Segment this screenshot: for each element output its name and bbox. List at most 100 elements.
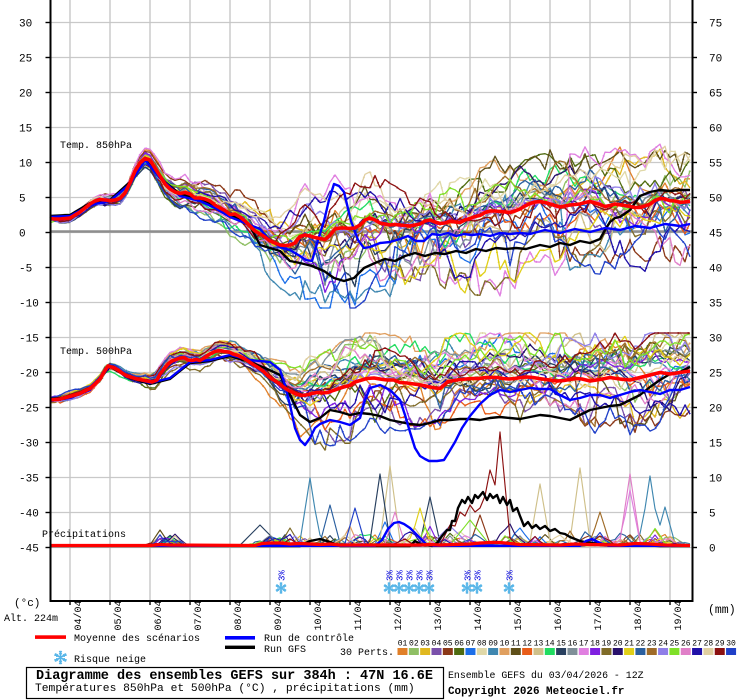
svg-text:3%: 3% bbox=[416, 570, 426, 581]
svg-text:3%: 3% bbox=[406, 570, 416, 581]
svg-text:06/04: 06/04 bbox=[153, 600, 165, 630]
svg-text:-25: -25 bbox=[19, 404, 39, 416]
svg-text:10: 10 bbox=[19, 159, 32, 171]
svg-text:02: 02 bbox=[409, 640, 419, 649]
svg-text:22: 22 bbox=[636, 640, 646, 649]
svg-text:0: 0 bbox=[19, 229, 26, 241]
svg-text:09: 09 bbox=[488, 640, 498, 649]
svg-text:10: 10 bbox=[500, 640, 510, 649]
svg-text:Précipitations: Précipitations bbox=[42, 529, 126, 541]
svg-text:3%: 3% bbox=[386, 570, 396, 581]
svg-text:0: 0 bbox=[709, 544, 716, 556]
svg-text:21: 21 bbox=[624, 640, 634, 649]
svg-text:20: 20 bbox=[19, 89, 32, 101]
svg-text:-30: -30 bbox=[19, 439, 39, 451]
svg-text:Températures 850hPa et 500hPa: Températures 850hPa et 500hPa (°C) , pré… bbox=[35, 683, 415, 695]
svg-text:20: 20 bbox=[613, 640, 623, 649]
svg-text:25: 25 bbox=[709, 369, 722, 381]
svg-text:55: 55 bbox=[709, 159, 722, 171]
svg-text:14/04: 14/04 bbox=[473, 600, 485, 630]
svg-text:-35: -35 bbox=[19, 474, 39, 486]
svg-text:09/04: 09/04 bbox=[273, 600, 285, 630]
svg-text:26: 26 bbox=[681, 640, 691, 649]
svg-text:17/04: 17/04 bbox=[593, 600, 605, 630]
svg-text:(mm): (mm) bbox=[708, 604, 736, 617]
svg-text:06: 06 bbox=[454, 640, 464, 649]
svg-text:Alt. 224m: Alt. 224m bbox=[4, 613, 58, 625]
svg-text:3%: 3% bbox=[474, 570, 484, 581]
svg-text:01: 01 bbox=[398, 640, 408, 649]
svg-text:04: 04 bbox=[432, 640, 442, 649]
svg-text:16/04: 16/04 bbox=[553, 600, 565, 630]
svg-text:3%: 3% bbox=[464, 570, 474, 581]
svg-text:3%: 3% bbox=[506, 570, 516, 581]
svg-text:Moyenne des scénarios: Moyenne des scénarios bbox=[74, 633, 200, 645]
svg-text:-5: -5 bbox=[19, 264, 32, 276]
svg-text:11: 11 bbox=[511, 640, 521, 649]
svg-text:30 Perts.: 30 Perts. bbox=[340, 648, 394, 659]
svg-text:Ensemble GEFS du 03/04/2026 -: Ensemble GEFS du 03/04/2026 - 12Z bbox=[448, 670, 644, 681]
svg-text:20: 20 bbox=[709, 404, 722, 416]
svg-text:70: 70 bbox=[709, 54, 722, 66]
svg-text:10/04: 10/04 bbox=[313, 600, 325, 630]
svg-text:5: 5 bbox=[19, 194, 26, 206]
svg-text:3%: 3% bbox=[426, 570, 436, 581]
svg-text:18/04: 18/04 bbox=[633, 600, 645, 630]
svg-text:28: 28 bbox=[704, 640, 714, 649]
svg-text:-10: -10 bbox=[19, 299, 39, 311]
svg-text:-15: -15 bbox=[19, 334, 39, 346]
svg-text:Diagramme des ensembles GEFS s: Diagramme des ensembles GEFS sur 384h : … bbox=[36, 669, 433, 684]
svg-text:23: 23 bbox=[647, 640, 657, 649]
svg-text:-45: -45 bbox=[19, 544, 39, 556]
svg-text:12: 12 bbox=[522, 640, 532, 649]
svg-text:07: 07 bbox=[466, 640, 476, 649]
svg-text:Temp. 850hPa: Temp. 850hPa bbox=[60, 140, 132, 152]
svg-text:30: 30 bbox=[726, 640, 736, 649]
svg-text:08/04: 08/04 bbox=[233, 600, 245, 630]
svg-text:40: 40 bbox=[709, 264, 722, 276]
svg-text:16: 16 bbox=[568, 640, 578, 649]
svg-text:3%: 3% bbox=[396, 570, 406, 581]
svg-text:19: 19 bbox=[602, 640, 612, 649]
svg-text:65: 65 bbox=[709, 89, 722, 101]
svg-text:24: 24 bbox=[658, 640, 668, 649]
svg-text:35: 35 bbox=[709, 299, 722, 311]
svg-text:29: 29 bbox=[715, 640, 725, 649]
svg-text:15: 15 bbox=[556, 640, 566, 649]
svg-text:30: 30 bbox=[19, 19, 32, 31]
svg-text:Copyright 2026 Meteociel.fr: Copyright 2026 Meteociel.fr bbox=[448, 686, 624, 698]
svg-text:18: 18 bbox=[590, 640, 600, 649]
svg-text:05: 05 bbox=[443, 640, 453, 649]
svg-text:04/04: 04/04 bbox=[73, 600, 85, 630]
svg-text:15: 15 bbox=[19, 124, 32, 136]
svg-text:Temp. 500hPa: Temp. 500hPa bbox=[60, 346, 132, 358]
svg-text:5: 5 bbox=[709, 509, 716, 521]
svg-text:19/04: 19/04 bbox=[673, 600, 685, 630]
svg-text:14: 14 bbox=[545, 640, 555, 649]
svg-text:50: 50 bbox=[709, 194, 722, 206]
svg-text:25: 25 bbox=[670, 640, 680, 649]
svg-text:Run de contrôle: Run de contrôle bbox=[264, 633, 354, 645]
svg-text:-20: -20 bbox=[19, 369, 39, 381]
svg-text:12/04: 12/04 bbox=[393, 600, 405, 630]
svg-text:27: 27 bbox=[692, 640, 702, 649]
svg-text:15/04: 15/04 bbox=[513, 600, 525, 630]
svg-text:03: 03 bbox=[420, 640, 430, 649]
svg-text:Risque neige: Risque neige bbox=[74, 654, 146, 666]
svg-text:13/04: 13/04 bbox=[433, 600, 445, 630]
svg-text:08: 08 bbox=[477, 640, 487, 649]
svg-text:13: 13 bbox=[534, 640, 544, 649]
svg-text:17: 17 bbox=[579, 640, 589, 649]
svg-text:(°c): (°c) bbox=[14, 598, 40, 610]
svg-text:10: 10 bbox=[709, 474, 722, 486]
svg-text:45: 45 bbox=[709, 229, 722, 241]
svg-text:3%: 3% bbox=[278, 570, 288, 581]
svg-text:60: 60 bbox=[709, 124, 722, 136]
svg-text:-40: -40 bbox=[19, 509, 39, 521]
svg-text:Run GFS: Run GFS bbox=[264, 645, 306, 656]
svg-text:30: 30 bbox=[709, 334, 722, 346]
svg-text:11/04: 11/04 bbox=[353, 600, 365, 630]
svg-text:07/04: 07/04 bbox=[193, 600, 205, 630]
svg-text:75: 75 bbox=[709, 19, 722, 31]
svg-text:15: 15 bbox=[709, 439, 722, 451]
